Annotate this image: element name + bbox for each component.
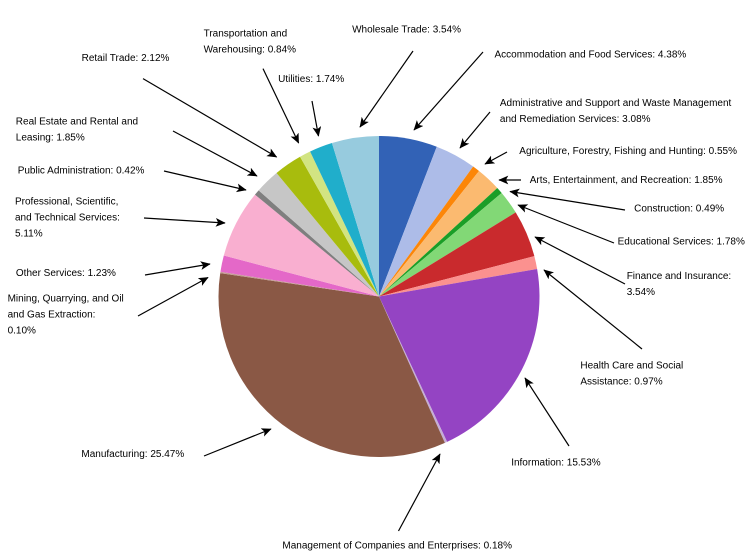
svg-text:Construction: 0.49%: Construction: 0.49% xyxy=(634,204,724,215)
svg-text:Transportation and: Transportation and xyxy=(204,29,288,40)
svg-text:Utilities: 1.74%: Utilities: 1.74% xyxy=(278,74,344,85)
svg-text:Information: 15.53%: Information: 15.53% xyxy=(511,458,601,469)
svg-text:3.54%: 3.54% xyxy=(627,287,655,298)
svg-text:Manufacturing: 25.47%: Manufacturing: 25.47% xyxy=(81,449,184,460)
svg-text:Public Administration: 0.42%: Public Administration: 0.42% xyxy=(18,166,145,177)
svg-text:Health Care and Social: Health Care and Social xyxy=(580,361,683,372)
svg-text:Assistance: 0.97%: Assistance: 0.97% xyxy=(580,377,662,388)
svg-text:Educational Services: 1.78%: Educational Services: 1.78% xyxy=(618,237,745,248)
svg-text:Mining, Quarrying, and Oil: Mining, Quarrying, and Oil xyxy=(8,293,124,304)
svg-text:Arts, Entertainment, and Recre: Arts, Entertainment, and Recreation: 1.8… xyxy=(530,175,723,186)
svg-text:Wholesale Trade: 3.54%: Wholesale Trade: 3.54% xyxy=(352,25,461,36)
svg-text:and Technical Services:: and Technical Services: xyxy=(15,212,120,223)
svg-text:Real Estate and Rental and: Real Estate and Rental and xyxy=(16,116,138,127)
svg-text:Management of Companies and En: Management of Companies and Enterprises:… xyxy=(282,541,512,552)
svg-text:Agriculture, Forestry, Fishing: Agriculture, Forestry, Fishing and Hunti… xyxy=(519,146,737,157)
svg-text:Administrative and Support and: Administrative and Support and Waste Man… xyxy=(500,98,732,109)
svg-text:Retail Trade: 2.12%: Retail Trade: 2.12% xyxy=(82,53,170,64)
svg-text:and Gas Extraction:: and Gas Extraction: xyxy=(8,309,96,320)
svg-text:Leasing: 1.85%: Leasing: 1.85% xyxy=(16,132,85,143)
svg-text:Professional, Scientific,: Professional, Scientific, xyxy=(15,196,118,207)
svg-text:5.11%: 5.11% xyxy=(15,228,43,239)
svg-text:Accommodation and Food Service: Accommodation and Food Services: 4.38% xyxy=(495,50,687,61)
svg-text:0.10%: 0.10% xyxy=(8,325,36,336)
svg-text:Other Services: 1.23%: Other Services: 1.23% xyxy=(16,268,116,279)
svg-text:Finance and Insurance:: Finance and Insurance: xyxy=(627,271,732,282)
svg-text:Warehousing: 0.84%: Warehousing: 0.84% xyxy=(204,45,297,56)
svg-text:and Remediation Services: 3.0: and Remediation Services: 3.08% xyxy=(500,114,651,125)
